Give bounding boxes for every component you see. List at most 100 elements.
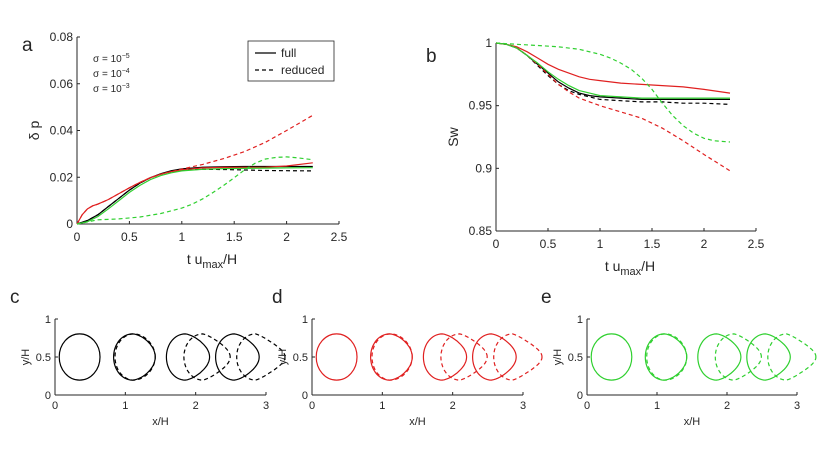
droplet-reduced-3 — [236, 333, 286, 381]
sigma-label: σ = 10−3 — [93, 83, 130, 95]
series-line-2 — [76, 162, 313, 225]
droplet-full-1 — [112, 333, 156, 381]
series-line-5 — [76, 156, 313, 225]
x-tick-label: 1 — [597, 237, 604, 251]
y-tick-label: 0.95 — [469, 99, 493, 113]
x-axis-label-sub: max — [620, 266, 641, 278]
series-line-2 — [495, 42, 731, 94]
x-tick-label: 1 — [379, 400, 385, 412]
x-tick-label: 1.5 — [644, 237, 661, 251]
panel-letter-c: c — [10, 287, 20, 308]
x-axis-label-sub: max — [202, 259, 223, 271]
panel-c: c 0 1 2 3 0 0.5 1 x/H y/H — [10, 287, 286, 428]
x-tick-label: 1 — [654, 400, 660, 412]
droplet-full-2 — [165, 333, 211, 381]
y-tick-label: 0.5 — [36, 352, 51, 364]
panel-letter-b: b — [426, 46, 437, 67]
x-tick-label: 0 — [309, 400, 315, 412]
sigma-label-base: σ = 10 — [93, 54, 122, 65]
x-axis-label: x/H — [409, 416, 426, 428]
x-tick-label: 0 — [74, 230, 81, 244]
y-axis-label: y/H — [20, 349, 32, 366]
y-tick-label: 0.85 — [469, 224, 493, 238]
sigma-label: σ = 10−4 — [93, 68, 130, 80]
droplet-full-3 — [746, 333, 791, 381]
y-tick-label: 1 — [485, 36, 492, 50]
x-axis-label: t umax/H — [187, 251, 237, 271]
y-axis-label: y/H — [552, 349, 564, 366]
x-tick-label: 3 — [794, 400, 800, 412]
series-line-0 — [495, 42, 730, 100]
panel-d: d 0 1 2 3 0 0.5 1 x/H y/H — [272, 287, 543, 428]
y-tick-label: 0 — [302, 390, 308, 402]
y-tick-label: 1 — [302, 314, 308, 326]
x-tick-label: 0 — [52, 400, 58, 412]
x-tick-label: 1 — [122, 400, 128, 412]
y-tick-label: 1 — [45, 314, 51, 326]
x-tick-label: 0 — [493, 237, 500, 251]
legend-full-label: full — [281, 46, 296, 60]
x-tick-label: 2 — [193, 400, 199, 412]
y-tick-label: 0 — [577, 390, 583, 402]
droplet-reduced-2 — [183, 333, 231, 381]
droplet-reduced-2 — [440, 333, 488, 381]
y-tick-label: 0 — [66, 217, 73, 231]
panel-letter-e: e — [541, 287, 552, 308]
y-tick-label: 0.5 — [293, 352, 308, 364]
x-tick-label: 0.5 — [540, 237, 557, 251]
series-line-1 — [495, 42, 731, 105]
legend: full reduced — [247, 40, 335, 82]
legend-box — [247, 40, 335, 82]
x-axis-label-main: t u — [605, 258, 621, 274]
x-axis-label: x/H — [684, 416, 701, 428]
droplet-full-1 — [644, 333, 688, 381]
droplet-initial — [315, 333, 358, 381]
series-line-0 — [76, 165, 313, 225]
series-line-5 — [495, 42, 731, 143]
sigma-label-exp: −4 — [122, 68, 130, 75]
y-tick-label: 1 — [577, 314, 583, 326]
y-tick-label: 0.06 — [50, 77, 74, 91]
droplet-reduced-1 — [114, 333, 156, 381]
droplet-full-3 — [471, 333, 517, 381]
series-line-4 — [495, 42, 730, 99]
x-axis-label-main: t u — [187, 251, 203, 267]
y-axis-label: δ p — [26, 121, 42, 141]
x-tick-label: 2 — [724, 400, 730, 412]
sigma-label: σ = 10−5 — [93, 53, 130, 65]
x-axis-label-tail: /H — [641, 258, 655, 274]
x-tick-label: 1.5 — [226, 230, 243, 244]
sigma-label-base: σ = 10 — [93, 69, 122, 80]
x-tick-label: 3 — [520, 400, 526, 412]
x-axis-label: t umax/H — [605, 258, 655, 278]
panel-e: e 0 1 2 3 0 0.5 1 x/H y/H — [541, 287, 817, 428]
droplet-initial — [590, 333, 633, 381]
droplet-reduced-3 — [767, 333, 817, 381]
y-tick-label: 0.08 — [50, 30, 74, 44]
x-tick-label: 2.5 — [748, 237, 765, 251]
x-tick-label: 1 — [178, 230, 185, 244]
x-axis-label: x/H — [152, 416, 169, 428]
x-tick-label: 2 — [701, 237, 708, 251]
droplet-initial — [58, 333, 101, 381]
x-tick-label: 0 — [584, 400, 590, 412]
droplet-full-2 — [697, 333, 742, 381]
series-line-3 — [76, 114, 314, 225]
y-tick-label: 0.5 — [568, 352, 583, 364]
y-axis-label: Sw — [445, 126, 461, 146]
y-axis-label: y/H — [277, 349, 289, 366]
droplet-full-3 — [214, 333, 260, 381]
x-axis-label-tail: /H — [223, 251, 237, 267]
droplet-reduced-2 — [714, 333, 763, 381]
y-tick-label: 0 — [45, 390, 51, 402]
panel-a: a 0 0.5 1 1.5 2 2.5 0 0.02 0.04 0.06 0.08 t umax/H δ … — [22, 30, 348, 271]
droplet-reduced-3 — [493, 333, 543, 381]
sigma-label-base: σ = 10 — [93, 84, 122, 95]
y-tick-label: 0.02 — [50, 170, 74, 184]
x-tick-label: 0.5 — [121, 230, 138, 244]
panel-letter-d: d — [272, 287, 283, 308]
droplet-reduced-1 — [371, 333, 413, 381]
y-tick-label: 0.9 — [475, 161, 492, 175]
